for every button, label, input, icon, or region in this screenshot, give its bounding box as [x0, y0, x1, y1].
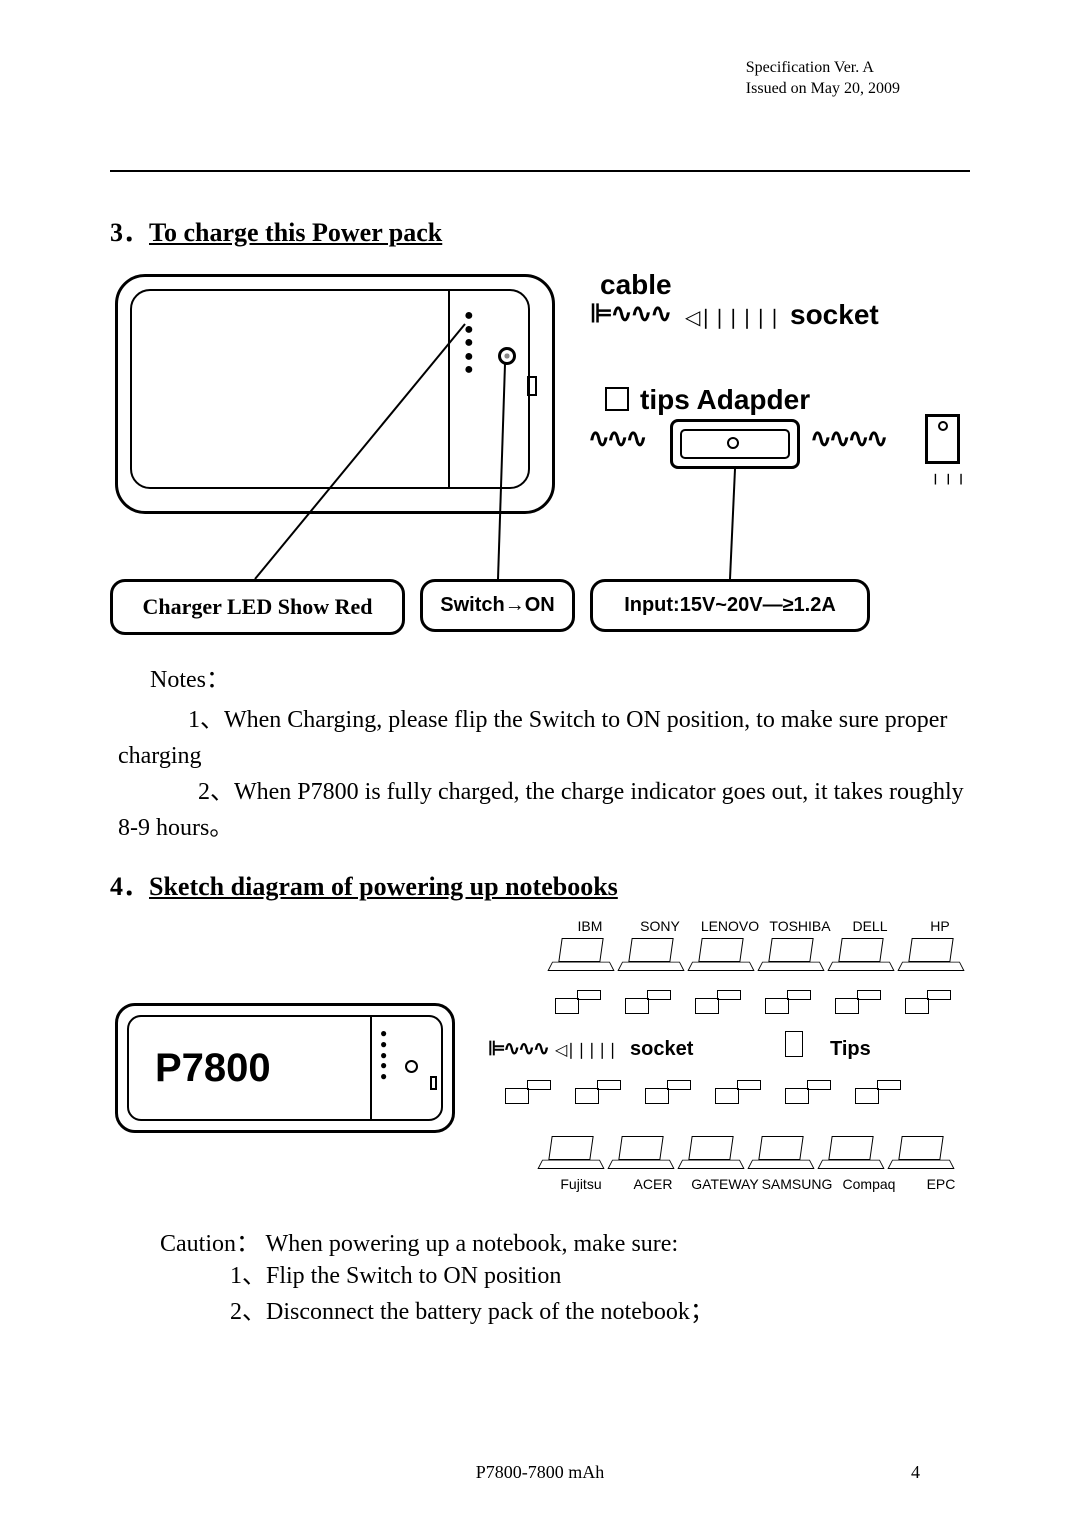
laptop-row-bottom	[540, 1136, 950, 1171]
charging-diagram: ●●●●● cable ⊫∿∿∿ ◁❘❘❘❘❘❘ socket tips Ada…	[110, 269, 970, 649]
panel-divider	[448, 289, 450, 489]
laptop-icon	[540, 1136, 600, 1171]
jack-row-top	[555, 986, 955, 1016]
caution-1: 1、Flip the Switch to ON position	[230, 1258, 970, 1294]
jack-icon	[855, 1076, 905, 1106]
note-1: 1、When Charging, please flip the Switch …	[118, 702, 970, 774]
callout-switch: Switch→ON	[420, 579, 575, 632]
adapter-led	[727, 437, 739, 449]
p7800-label: P7800	[155, 1046, 271, 1091]
brand-hp: HP	[905, 918, 975, 934]
caution-label: Caution： When powering up a notebook, ma…	[160, 1223, 970, 1258]
brand-lenovo: LENOVO	[695, 918, 765, 934]
section-3-text: To charge this Power pack	[149, 218, 442, 247]
wall-plug-dot	[938, 421, 948, 431]
note-2: 2、When P7800 is fully charged, the charg…	[118, 774, 970, 846]
caution-2: 2、Disconnect the battery pack of the not…	[230, 1294, 970, 1330]
wire-right-icon: ∿∿∿∿	[810, 424, 885, 454]
laptop-icon	[900, 938, 960, 973]
spec-version: Specification Ver. A	[746, 58, 900, 79]
footer-page-number: 4	[911, 1462, 920, 1483]
laptop-icon	[890, 1136, 950, 1171]
socket-icon: ◁❘❘❘❘❘❘	[685, 305, 780, 330]
p7800-port	[430, 1076, 437, 1090]
socket2-icon: ◁❘❘❘❘❘	[555, 1040, 616, 1060]
led-dots: ●●●●●	[464, 309, 474, 377]
jack-icon	[835, 986, 885, 1016]
socket-label: socket	[790, 299, 879, 331]
jack-icon	[695, 986, 745, 1016]
header-meta: Specification Ver. A Issued on May 20, 2…	[746, 58, 900, 100]
brand-epc: EPC	[905, 1176, 977, 1192]
jack-icon	[625, 986, 675, 1016]
tips2-label: Tips	[830, 1038, 871, 1061]
notes-label: Notes：	[150, 659, 970, 694]
jack-icon	[505, 1076, 555, 1106]
brand-samsung: SAMSUNG	[761, 1176, 833, 1192]
laptop-icon	[830, 938, 890, 973]
wire-left-icon: ∿∿∿	[588, 424, 644, 454]
switch-dial	[498, 347, 516, 365]
tips2-icon	[785, 1031, 803, 1057]
output-port	[527, 376, 537, 396]
p7800-panel	[370, 1015, 372, 1121]
brand-sony: SONY	[625, 918, 695, 934]
brand-compaq: Compaq	[833, 1176, 905, 1192]
laptop-icon	[820, 1136, 880, 1171]
laptop-icon	[610, 1136, 670, 1171]
section-4-text: Sketch diagram of powering up notebooks	[149, 872, 618, 901]
laptop-row-top	[550, 938, 960, 973]
header-rule	[110, 170, 970, 172]
tips-icon	[605, 387, 629, 411]
brand-dell: DELL	[835, 918, 905, 934]
jack-icon	[575, 1076, 625, 1106]
section-3-title: 3．To charge this Power pack	[110, 212, 970, 249]
cable-label: cable	[600, 269, 672, 301]
laptop-icon	[620, 938, 680, 973]
notebook-diagram: P7800 ●●●●● IBM SONY LENOVO TOSHIBA DELL…	[110, 918, 970, 1198]
socket2-label: socket	[630, 1038, 693, 1061]
laptop-icon	[680, 1136, 740, 1171]
issue-date: Issued on May 20, 2009	[746, 79, 900, 100]
callout-led: Charger LED Show Red	[110, 579, 405, 635]
laptop-icon	[550, 938, 610, 973]
page-footer: P7800-7800 mAh 4	[110, 1462, 970, 1483]
notes-body: 1、When Charging, please flip the Switch …	[118, 702, 970, 846]
jack-icon	[905, 986, 955, 1016]
section-4-number: 4．	[110, 872, 149, 901]
jack-icon	[785, 1076, 835, 1106]
cable2-icon: ⊫∿∿∿	[488, 1036, 548, 1061]
jack-icon	[765, 986, 815, 1016]
section-4-title: 4．Sketch diagram of powering up notebook…	[110, 866, 970, 903]
brand-toshiba: TOSHIBA	[765, 918, 835, 934]
jack-icon	[645, 1076, 695, 1106]
section-3-number: 3．	[110, 218, 149, 247]
tips-adapter-label: tips Adapder	[640, 384, 810, 416]
brand-acer: ACER	[617, 1176, 689, 1192]
wall-plug-prongs: ╷╷╷	[930, 464, 969, 485]
brand-gateway: GATEWAY	[689, 1176, 761, 1192]
brand-fujitsu: Fujitsu	[545, 1176, 617, 1192]
p7800-dots: ●●●●●	[380, 1028, 387, 1082]
p7800-dial	[405, 1060, 418, 1073]
laptop-icon	[690, 938, 750, 973]
jack-row-bottom	[505, 1076, 905, 1106]
laptop-icon	[760, 938, 820, 973]
brand-row-bottom: Fujitsu ACER GATEWAY SAMSUNG Compaq EPC	[545, 1176, 977, 1192]
laptop-icon	[750, 1136, 810, 1171]
callout-input: Input:15V~20V—≥1.2A	[590, 579, 870, 632]
cable-icon: ⊫∿∿∿	[590, 299, 670, 329]
jack-icon	[555, 986, 605, 1016]
brand-ibm: IBM	[555, 918, 625, 934]
jack-icon	[715, 1076, 765, 1106]
brand-row-top: IBM SONY LENOVO TOSHIBA DELL HP	[555, 918, 975, 934]
footer-model: P7800-7800 mAh	[110, 1462, 970, 1483]
